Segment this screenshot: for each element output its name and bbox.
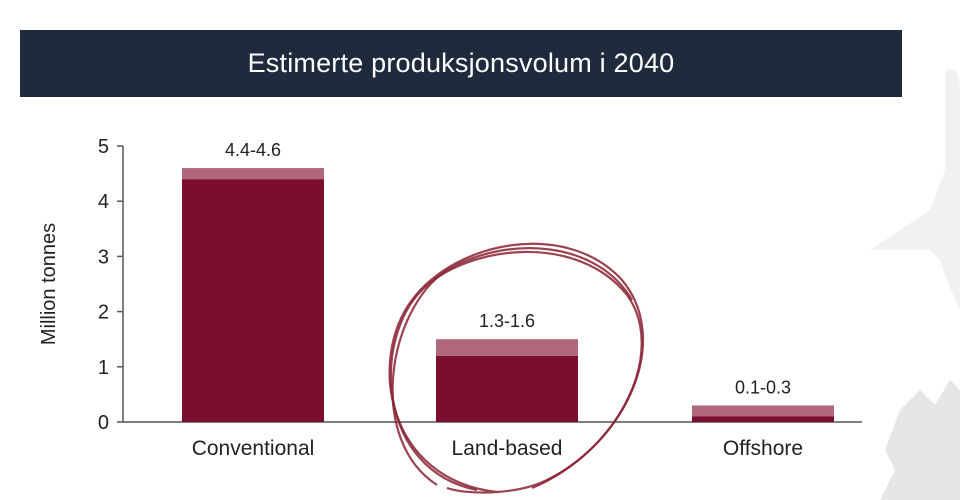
highlight-circle-stroke bbox=[391, 247, 633, 486]
bar-low-conventional bbox=[182, 179, 324, 422]
data-label: 4.4-4.6 bbox=[225, 140, 281, 160]
x-tick-label: Offshore bbox=[723, 437, 803, 460]
y-tick-label: 2 bbox=[98, 302, 109, 324]
y-tick-label: 3 bbox=[98, 246, 109, 268]
bar-range-offshore bbox=[692, 405, 834, 417]
chart-title-bar: Estimerte produksjonsvolum i 2040 bbox=[20, 30, 902, 97]
x-tick-label: Conventional bbox=[192, 437, 315, 460]
y-tick-label: 4 bbox=[98, 191, 109, 213]
y-tick-label: 1 bbox=[98, 357, 109, 379]
highlight-circle bbox=[388, 242, 645, 494]
bar-low-offshore bbox=[692, 416, 834, 422]
y-tick-label: 5 bbox=[98, 136, 109, 158]
bar-low-land-based bbox=[436, 355, 578, 422]
data-label: 1.3-1.6 bbox=[479, 311, 535, 331]
bar-range-conventional bbox=[182, 168, 324, 180]
bar-range-land-based bbox=[436, 339, 578, 356]
chart-title: Estimerte produksjonsvolum i 2040 bbox=[247, 48, 675, 78]
y-axis-label: Million tonnes bbox=[38, 223, 60, 345]
highlight-circle-stroke bbox=[389, 250, 643, 492]
decorative-background bbox=[870, 69, 960, 500]
y-tick-label: 0 bbox=[98, 412, 109, 434]
data-label: 0.1-0.3 bbox=[735, 377, 791, 397]
x-tick-label: Land-based bbox=[452, 437, 563, 460]
